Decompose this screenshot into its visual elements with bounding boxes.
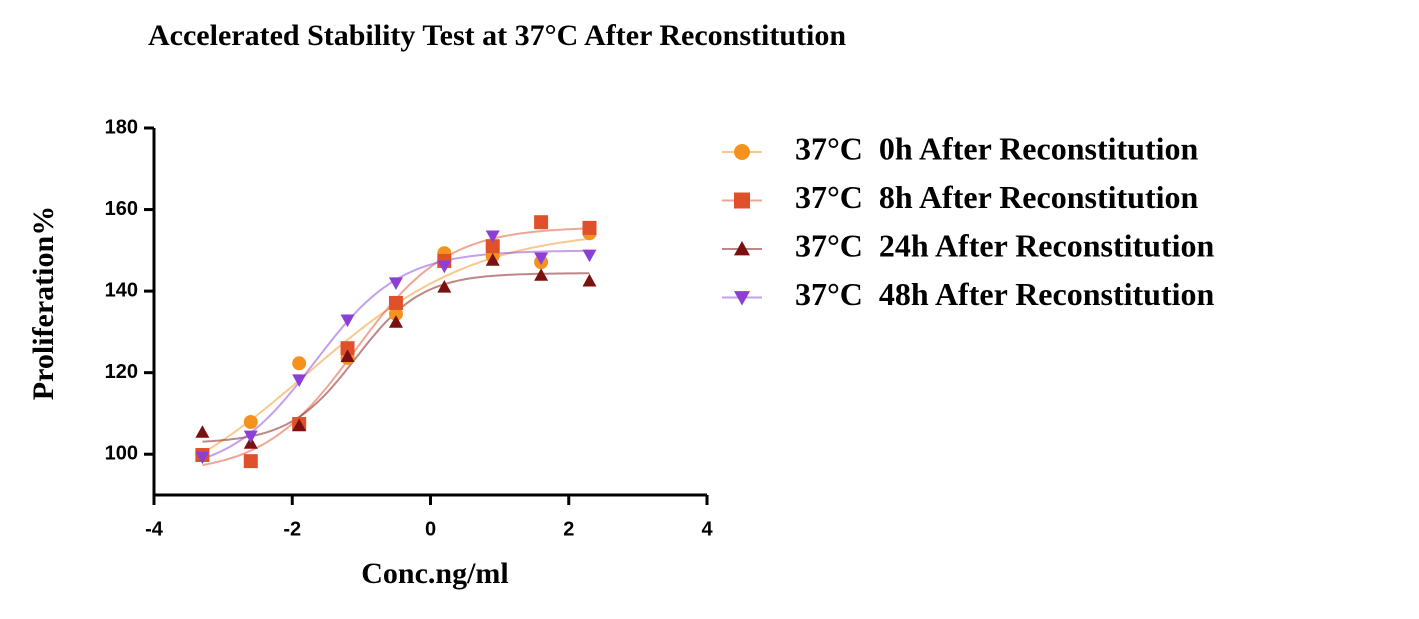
chart-title: Accelerated Stability Test at 37°C After… (148, 19, 846, 52)
legend-label: 37°C 0h After Reconstitution (795, 130, 1199, 166)
legend-marker (734, 291, 750, 306)
data-point (534, 268, 549, 281)
data-point (437, 280, 452, 293)
legend-marker (734, 192, 750, 209)
data-point (485, 239, 500, 254)
x-tick-label: 4 (701, 518, 713, 540)
data-point (243, 430, 258, 444)
y-tick-label: 180 (105, 116, 138, 138)
x-tick-label: -2 (283, 518, 301, 540)
y-axis-title: Proliferation% (27, 206, 60, 400)
data-point (292, 356, 307, 371)
data-point (340, 314, 355, 328)
data-point (340, 341, 355, 356)
legend-label: 37°C 48h After Reconstitution (795, 276, 1215, 312)
data-point (388, 306, 403, 321)
data-point (534, 252, 549, 266)
x-axis-title: Conc.ng/ml (361, 557, 509, 590)
y-tick-label: 140 (105, 279, 138, 301)
data-point (534, 215, 549, 230)
x-tick-label: 0 (425, 518, 436, 540)
data-point (485, 253, 500, 266)
data-point (388, 315, 403, 328)
y-tick-label: 160 (105, 198, 138, 220)
data-point (388, 277, 403, 290)
legend-label: 37°C 8h After Reconstitution (795, 179, 1199, 215)
data-point (582, 273, 597, 287)
fit-curve (202, 227, 590, 467)
data-point (243, 415, 258, 430)
data-point (195, 425, 210, 438)
data-point (485, 230, 500, 244)
y-tick-label: 100 (105, 443, 138, 465)
data-point (243, 454, 258, 469)
data-point (582, 220, 597, 235)
fit-curve (201, 237, 590, 455)
y-tick-label: 120 (105, 361, 138, 383)
data-point (437, 260, 452, 274)
legend-marker (734, 241, 750, 256)
legend-marker (734, 144, 750, 160)
legend-label: 37°C 24h After Reconstitution (795, 227, 1215, 263)
data-point (195, 451, 210, 465)
data-point (388, 295, 403, 310)
x-tick-label: -4 (145, 518, 164, 540)
data-point (340, 349, 355, 362)
data-point (292, 374, 307, 388)
x-tick-label: 2 (563, 518, 574, 540)
data-point (292, 418, 307, 432)
data-point (582, 249, 597, 263)
